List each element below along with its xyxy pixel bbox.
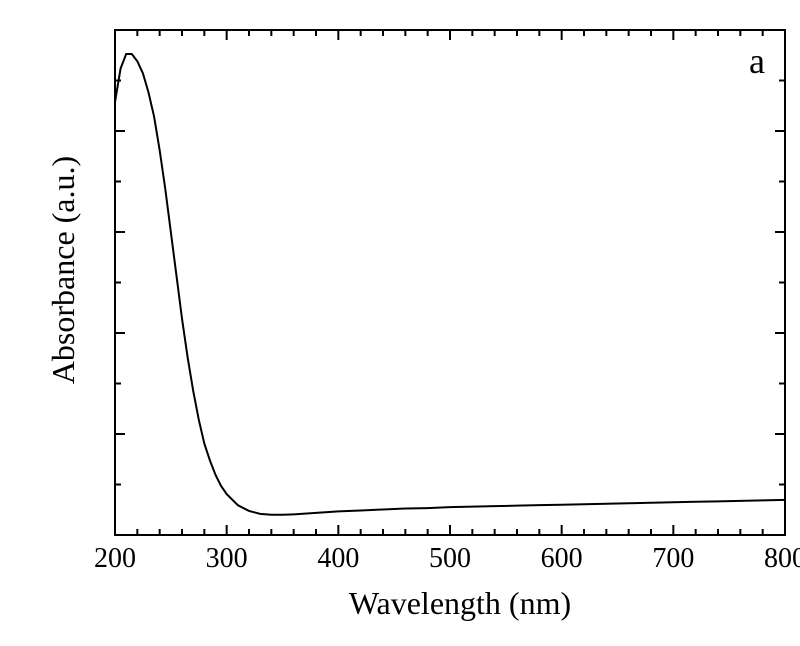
x-tick-label: 700	[643, 543, 703, 575]
y-axis-label: Absorbance (a.u.)	[45, 120, 82, 420]
x-tick-label: 600	[532, 543, 592, 575]
x-tick-label: 500	[420, 543, 480, 575]
absorbance-chart: Absorbance (a.u.) Wavelength (nm) a 200 3…	[0, 0, 800, 646]
panel-label: a	[749, 40, 765, 82]
x-axis-label: Wavelength (nm)	[260, 585, 660, 622]
x-tick-label: 800	[755, 543, 800, 575]
x-tick-label: 300	[197, 543, 257, 575]
x-tick-label: 400	[308, 543, 368, 575]
x-tick-label: 200	[85, 543, 145, 575]
